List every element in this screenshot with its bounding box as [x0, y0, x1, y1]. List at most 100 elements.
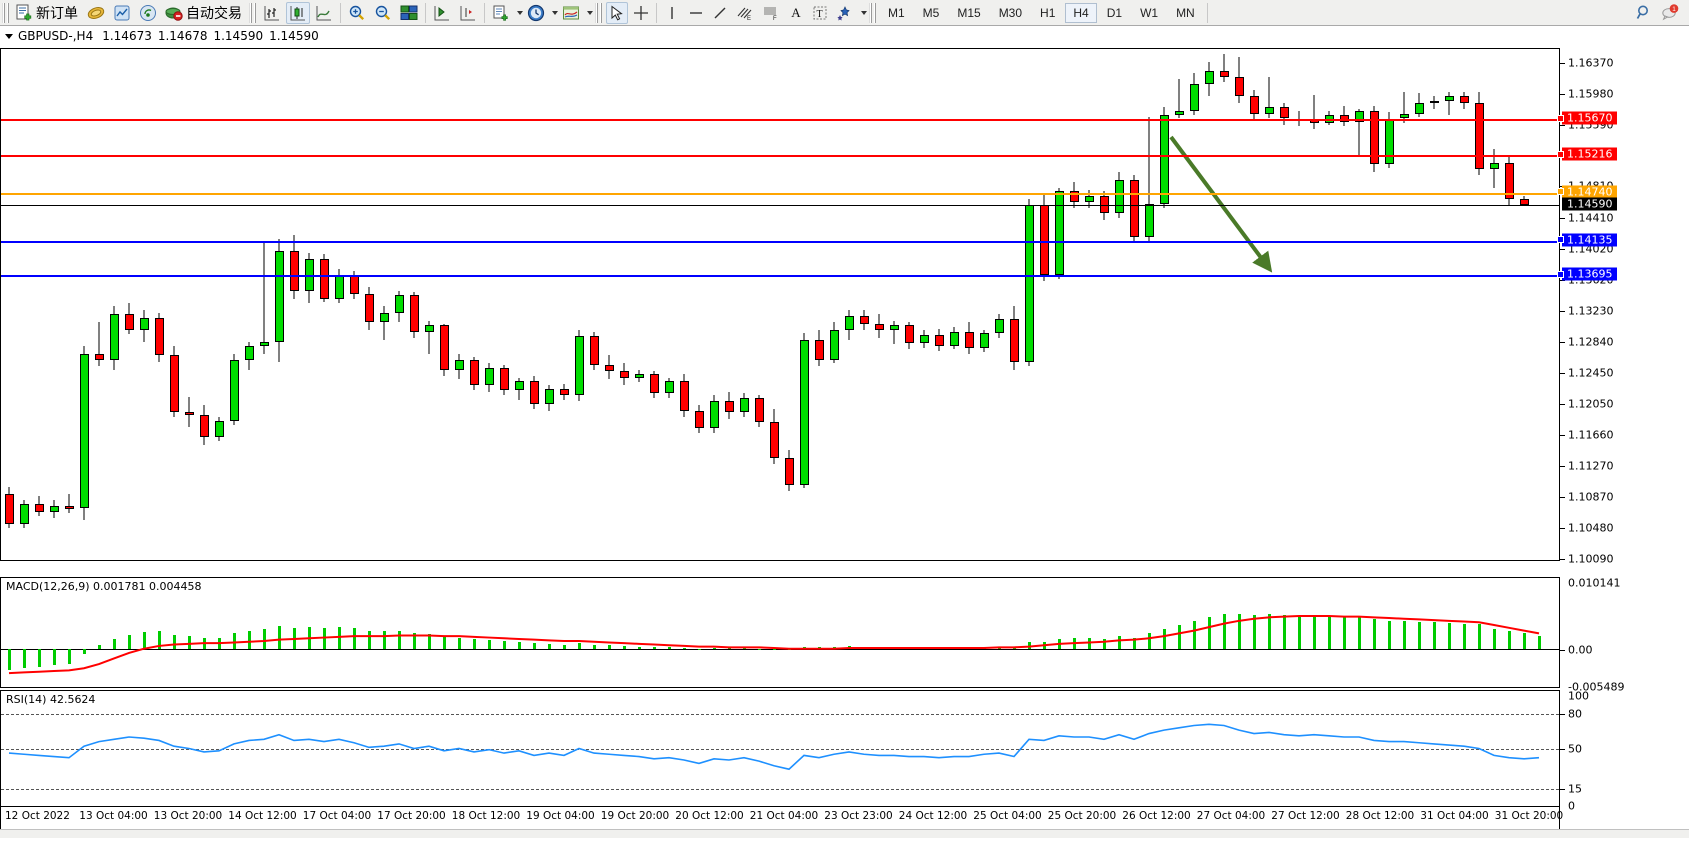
price-tag-resistance-1[interactable]: 1.15670 — [1557, 111, 1617, 125]
tile-windows-icon-button[interactable] — [397, 2, 421, 24]
collapse-chevron-icon[interactable] — [5, 33, 13, 39]
down-trend-arrow[interactable] — [1, 49, 1559, 560]
time-axis-label: 14 Oct 12:00 — [228, 810, 297, 822]
toolbar-grip-2[interactable] — [249, 2, 257, 23]
timeframe-mn[interactable]: MN — [1176, 5, 1195, 20]
timeframe-d1[interactable]: D1 — [1106, 5, 1123, 20]
candle-body-bearish — [1519, 199, 1529, 205]
macd-axis[interactable]: 0.010141 0.00 -0.005489 — [1560, 577, 1689, 694]
templates-icon-button[interactable] — [559, 2, 583, 24]
horizontal-line-icon-button[interactable] — [685, 2, 707, 24]
candle-body-bearish — [64, 505, 74, 509]
timeframe-w1[interactable]: W1 — [1140, 5, 1159, 20]
candle-body-bullish — [664, 380, 674, 394]
timeframe-h4[interactable]: H4 — [1065, 2, 1097, 23]
timeframe-m5[interactable]: M5 — [922, 5, 940, 20]
price-tag-handle[interactable] — [1557, 114, 1564, 122]
auto-scroll-icon-button[interactable] — [456, 2, 480, 24]
equidistant-channel-icon-button[interactable]: E — [733, 2, 757, 24]
macd-histogram-bar — [1192, 620, 1196, 649]
price-tag-pivot[interactable]: 1.14740 — [1557, 185, 1617, 199]
price-tag-support-2[interactable]: 1.13695 — [1557, 267, 1617, 281]
toolbar-grip-3[interactable] — [595, 2, 603, 23]
timeframe-m1[interactable]: M1 — [888, 5, 905, 20]
trendline-icon-button[interactable] — [709, 2, 731, 24]
zoom-out-icon-button[interactable] — [371, 2, 395, 24]
rsi-axis[interactable]: 100 80 50 15 0 — [1560, 690, 1689, 813]
level-line-resistance-2[interactable] — [1, 155, 1559, 158]
signal-icon-button[interactable] — [136, 2, 160, 24]
line-chart-icon-button[interactable] — [312, 2, 336, 24]
bars-chart-icon-button[interactable] — [84, 2, 108, 24]
candlestick — [304, 49, 314, 560]
quote-bar: GBPUSD-,H4 1.14673 1.14678 1.14590 1.145… — [0, 26, 1560, 46]
price-tag-handle[interactable] — [1557, 150, 1564, 158]
level-line-pivot[interactable] — [1, 192, 1559, 195]
candlestick — [649, 49, 659, 560]
candlestick — [1219, 49, 1229, 560]
macd-histogram-bar — [262, 629, 266, 649]
crosshair-icon-button[interactable] — [630, 2, 652, 24]
level-line-last-price[interactable] — [1, 204, 1559, 206]
price-tag-handle[interactable] — [1557, 236, 1564, 244]
macd-pane[interactable]: MACD(12,26,9) 0.001781 0.004458 — [0, 577, 1560, 688]
price-axis[interactable]: 1.163701.159801.155901.152001.148101.144… — [1557, 48, 1689, 566]
new-order-button[interactable]: 新订单 — [13, 2, 82, 24]
toolbar-grip-4[interactable] — [869, 2, 877, 23]
level-line-support-2[interactable] — [1, 275, 1559, 278]
timeframe-h1[interactable]: H1 — [1040, 5, 1056, 20]
shapes-icon-button[interactable] — [833, 2, 857, 24]
text-icon-button[interactable]: A — [791, 4, 801, 20]
candlestick-chart-icon-button[interactable] — [286, 1, 310, 24]
fibonacci-icon-button[interactable]: F — [759, 2, 783, 24]
time-axis-label: 31 Oct 20:00 — [1494, 810, 1564, 822]
shift-end-icon-button[interactable] — [430, 2, 454, 24]
candlestick — [94, 49, 104, 560]
toolbar-separator-2 — [425, 2, 426, 23]
candlestick — [364, 49, 374, 560]
price-tag-handle[interactable] — [1557, 270, 1564, 278]
toolbar-grip[interactable] — [2, 2, 10, 23]
candle-body-bullish — [1264, 107, 1274, 114]
candlestick — [139, 49, 149, 560]
price-tag-resistance-2[interactable]: 1.15216 — [1557, 147, 1617, 161]
search-icon-button[interactable] — [1633, 2, 1656, 24]
add-indicator-chevron-down-icon[interactable] — [517, 10, 523, 15]
macd-histogram-bar — [1327, 615, 1331, 649]
add-indicator-icon-button[interactable] — [489, 2, 513, 24]
macd-histogram-bar — [472, 638, 476, 649]
price-tag-handle[interactable] — [1557, 188, 1564, 196]
period-chevron-down-icon[interactable] — [552, 10, 558, 15]
timeframe-m30[interactable]: M30 — [998, 5, 1023, 20]
market-watch-icon-button[interactable] — [110, 2, 134, 24]
time-axis-label: 24 Oct 12:00 — [898, 810, 968, 822]
price-tag-support-1[interactable]: 1.14135 — [1557, 233, 1617, 247]
macd-histogram-bar — [1117, 636, 1121, 649]
auto-trading-button[interactable]: 自动交易 — [162, 2, 246, 24]
candlestick — [469, 49, 479, 560]
price-pane[interactable] — [0, 48, 1560, 561]
rsi-pane[interactable]: RSI(14) 42.5624 — [0, 690, 1560, 807]
alerts-icon-button[interactable]: 1 — [1658, 2, 1682, 24]
bar-chart-icon-button[interactable] — [260, 2, 284, 24]
candle-wick — [1268, 77, 1270, 119]
templates-chevron-down-icon[interactable] — [587, 10, 593, 15]
time-axis[interactable]: 12 Oct 2022 13 Oct 04:00 13 Oct 20:00 14 Oc… — [0, 807, 1564, 829]
shapes-chevron-down-icon[interactable] — [861, 10, 867, 15]
vertical-line-icon-button[interactable] — [661, 2, 683, 24]
candlestick — [109, 49, 119, 560]
candle-body-bearish — [904, 325, 914, 343]
cursor-icon-button[interactable] — [606, 1, 628, 24]
level-line-support-1[interactable] — [1, 240, 1559, 243]
level-line-resistance-1[interactable] — [1, 119, 1559, 122]
price-tag-last-price[interactable]: 1.14590 — [1562, 197, 1617, 211]
timeframe-m15[interactable]: M15 — [957, 5, 981, 20]
macd-histogram-bar — [277, 626, 281, 649]
candle-body-bullish — [259, 342, 269, 346]
candle-wick — [428, 320, 430, 354]
candlestick — [904, 49, 914, 560]
candlestick — [1444, 49, 1454, 560]
period-clock-icon-button[interactable] — [524, 2, 548, 24]
text-label-icon-button[interactable]: T — [809, 2, 831, 24]
zoom-in-icon-button[interactable] — [345, 2, 369, 24]
